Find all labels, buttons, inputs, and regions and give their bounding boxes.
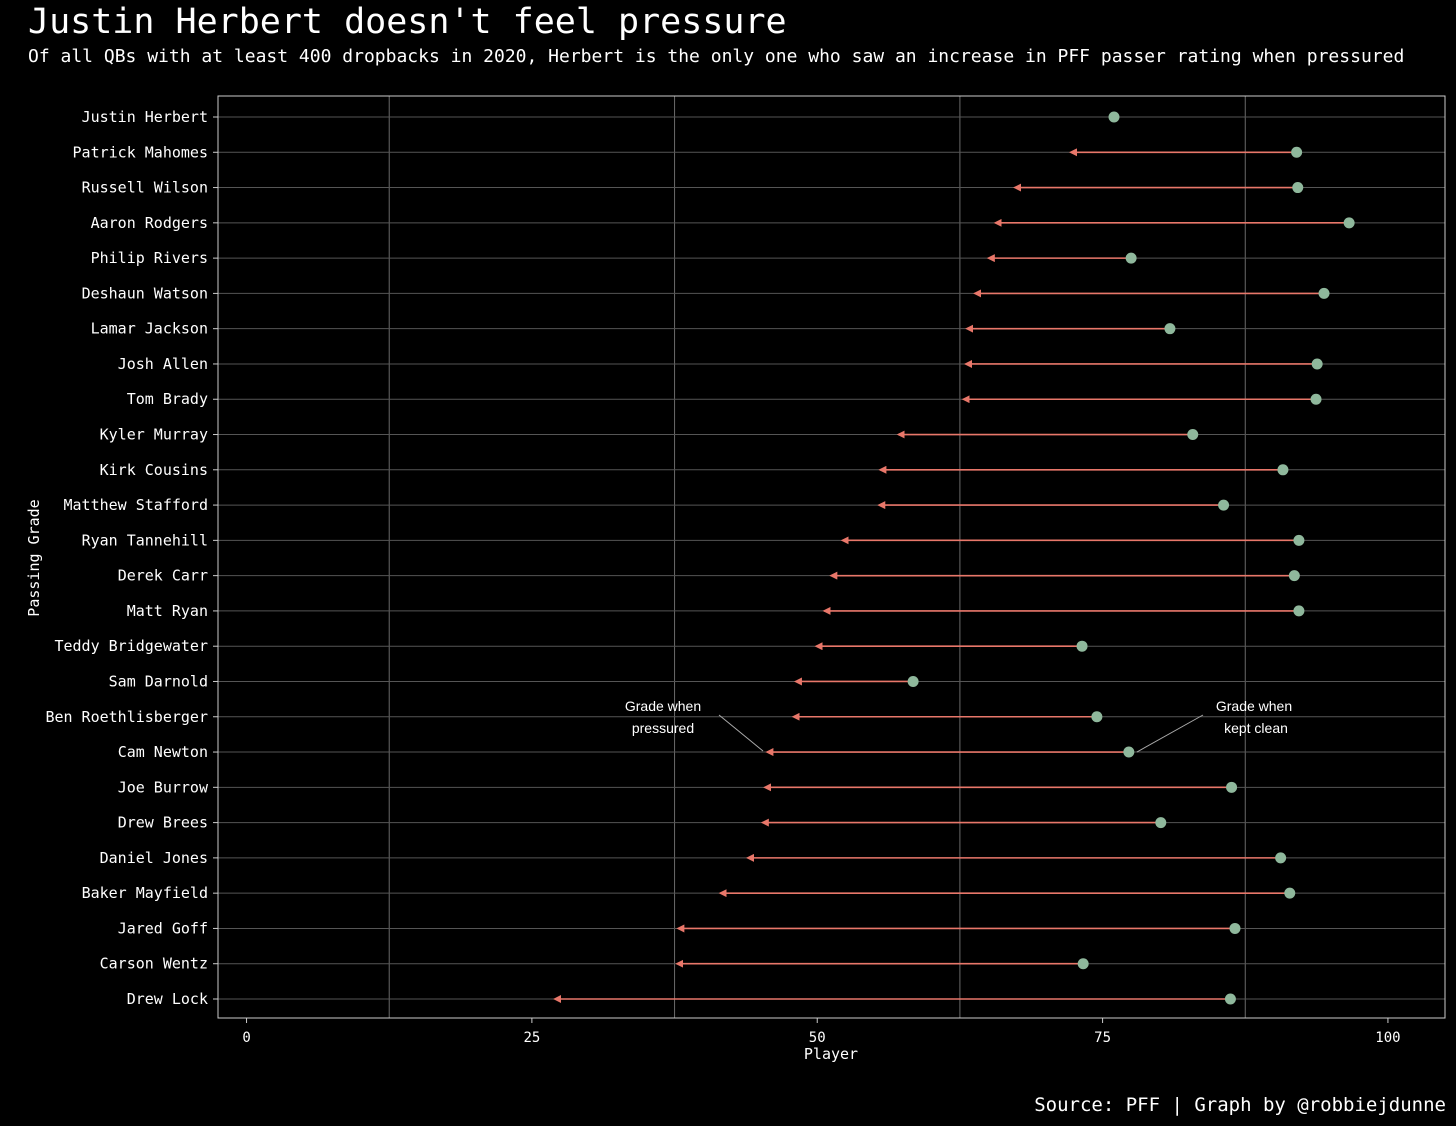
y-tick-label: Drew Lock — [127, 990, 208, 1008]
y-tick-label: Derek Carr — [118, 567, 208, 585]
y-tick-label: Jared Goff — [118, 919, 208, 937]
chart-caption: Source: PFF | Graph by @robbiejdunne — [1034, 1094, 1446, 1116]
clean-grade-point — [1311, 358, 1323, 370]
x-axis-label: Player — [804, 1045, 858, 1063]
clean-grade-point — [1293, 534, 1305, 546]
y-tick-label: Ben Roethlisberger — [45, 708, 208, 726]
chart-subtitle: Of all QBs with at least 400 dropbacks i… — [28, 46, 1405, 67]
y-tick-label: Tom Brady — [127, 390, 208, 408]
clean-grade-point — [1108, 111, 1120, 123]
y-tick-label: Philip Rivers — [91, 249, 208, 267]
mark-layer — [553, 111, 1355, 1005]
clean-grade-point — [1226, 781, 1238, 793]
chart-title: Justin Herbert doesn't feel pressure — [28, 2, 787, 42]
clean-grade-point — [1187, 429, 1199, 441]
y-tick-label: Kirk Cousins — [100, 461, 208, 479]
plot-panel-border — [217, 95, 1446, 1019]
clean-grade-point — [1123, 746, 1135, 758]
clean-grade-point — [1343, 217, 1355, 229]
y-tick-label: Russell Wilson — [82, 179, 208, 197]
clean-grade-point — [1076, 640, 1088, 652]
clean-grade-point — [1218, 499, 1230, 511]
clean-grade-point — [1125, 252, 1137, 264]
y-tick-label: Justin Herbert — [82, 108, 208, 126]
y-tick-label: Baker Mayfield — [82, 884, 208, 902]
y-tick-label: Teddy Bridgewater — [54, 637, 208, 655]
x-tick-label: 25 — [523, 1030, 540, 1046]
x-tick-label: 50 — [809, 1030, 826, 1046]
label-layer: 0 25 50 75 100 Justin Herbert Patrick Mahomes R… — [45, 108, 1400, 1046]
x-tick-label: 75 — [1094, 1030, 1111, 1046]
annotation-clean-leader — [1136, 714, 1204, 753]
y-tick-label: Carson Wentz — [100, 955, 208, 973]
clean-grade-point — [1277, 464, 1289, 476]
clean-grade-point — [1293, 605, 1305, 617]
x-tick-label: 100 — [1375, 1030, 1400, 1046]
annotation-clean-line-2: kept clean — [1224, 720, 1288, 736]
clean-grade-point — [907, 675, 919, 687]
clean-grade-point — [1310, 393, 1322, 405]
y-axis-label: Passing Grade — [25, 499, 43, 616]
y-tick-label: Deshaun Watson — [82, 284, 208, 302]
clean-grade-point — [1224, 993, 1236, 1005]
grid-layer — [213, 96, 1445, 1023]
clean-grade-point — [1275, 852, 1287, 864]
clean-grade-point — [1288, 570, 1300, 582]
x-tick-label: 0 — [242, 1030, 250, 1046]
clean-grade-point — [1155, 817, 1167, 829]
clean-grade-point — [1091, 711, 1103, 723]
annotation-pressured-leader — [718, 714, 764, 752]
y-tick-label: Sam Darnold — [109, 672, 208, 690]
y-tick-label: Cam Newton — [118, 743, 208, 761]
clean-grade-point — [1318, 287, 1330, 299]
y-tick-label: Joe Burrow — [118, 778, 209, 796]
clean-grade-point — [1077, 958, 1089, 970]
y-tick-label: Lamar Jackson — [91, 320, 208, 338]
y-tick-label: Patrick Mahomes — [73, 143, 208, 161]
clean-grade-point — [1284, 887, 1296, 899]
y-tick-label: Josh Allen — [118, 355, 208, 373]
y-tick-label: Kyler Murray — [100, 426, 208, 444]
annotation-clean-line-1: Grade when — [1216, 698, 1292, 714]
y-tick-label: Matt Ryan — [127, 602, 208, 620]
y-tick-label: Drew Brees — [118, 814, 208, 832]
y-tick-label: Matthew Stafford — [64, 496, 209, 514]
clean-grade-point — [1291, 146, 1303, 158]
y-tick-label: Daniel Jones — [100, 849, 208, 867]
annotation-pressured-line-1: Grade when — [625, 698, 701, 714]
clean-grade-point — [1292, 182, 1304, 194]
clean-grade-point — [1229, 922, 1241, 934]
y-tick-label: Aaron Rodgers — [91, 214, 208, 232]
y-tick-label: Ryan Tannehill — [82, 531, 208, 549]
annotation-pressured-line-2: pressured — [632, 720, 694, 736]
clean-grade-point — [1164, 323, 1176, 335]
